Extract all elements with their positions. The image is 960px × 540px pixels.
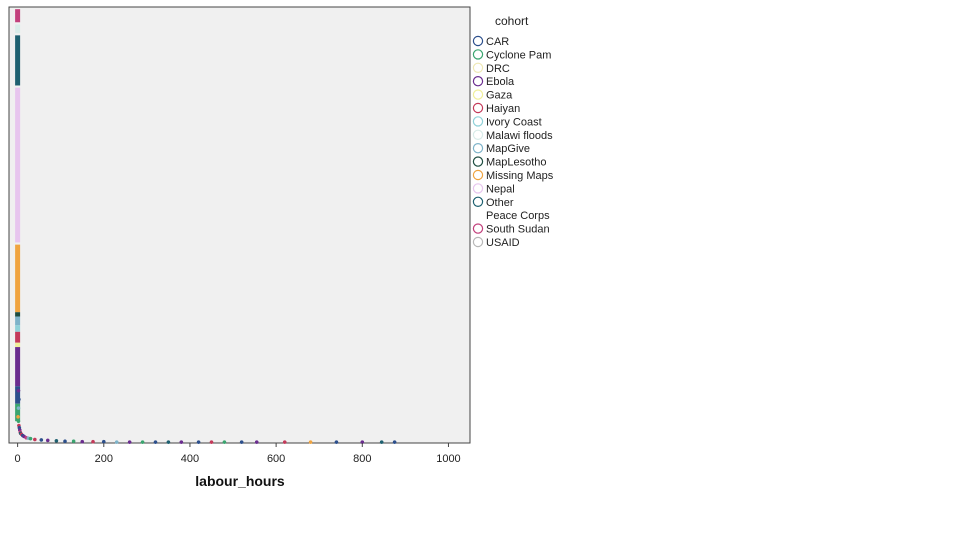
legend-label-13: Peace Corps	[486, 210, 550, 222]
series-band-9	[15, 342, 21, 348]
legend-label-3: Ebola	[486, 76, 515, 88]
legend-label-12: Other	[486, 197, 514, 209]
legend-marker-15	[472, 236, 484, 248]
data-point-26	[127, 440, 132, 444]
legend-label-4: Gaza	[486, 90, 513, 102]
legend-title: cohort	[495, 14, 529, 28]
series-band-11	[15, 386, 21, 404]
legend-marker-9	[472, 156, 484, 167]
legend-label-9: MapLesotho	[486, 157, 547, 169]
data-point-28	[153, 440, 158, 444]
legend-label-7: Malawi floods	[486, 130, 553, 142]
series-band-10	[15, 347, 21, 387]
data-point-2	[16, 406, 21, 410]
points-layer	[16, 388, 397, 444]
series-band-7	[15, 325, 21, 332]
data-point-18	[45, 438, 50, 443]
legend-marker-0	[472, 35, 484, 47]
x-tick-label-0: 0	[15, 453, 21, 465]
data-point-0	[16, 388, 21, 393]
x-tick-label-3: 600	[267, 453, 285, 465]
series-band-8	[15, 331, 21, 343]
data-point-16	[33, 437, 37, 442]
legend-marker-2	[472, 62, 484, 74]
series-band-1	[15, 24, 21, 34]
legend-marker-4	[472, 89, 484, 100]
x-tick-label-5: 1000	[436, 453, 460, 465]
x-axis-title: labour_hours	[195, 473, 285, 489]
series-band-0	[15, 9, 21, 23]
x-tick-label-2: 400	[181, 453, 199, 465]
series-layer	[15, 9, 21, 422]
plot-background	[8, 6, 471, 444]
data-point-36	[282, 440, 287, 444]
data-point-21	[71, 439, 76, 444]
data-point-35	[254, 440, 259, 444]
legend-label-8: MapGive	[486, 143, 530, 155]
legend-marker-14	[472, 223, 484, 234]
legend-marker-7	[472, 129, 484, 140]
legend-marker-6	[472, 116, 484, 127]
x-tick-label-1: 200	[95, 453, 113, 465]
series-band-12	[15, 403, 21, 422]
data-point-1	[17, 397, 21, 402]
series-band-4	[15, 244, 21, 313]
legend-marker-5	[472, 102, 484, 114]
data-point-23	[91, 439, 95, 444]
series-band-6	[15, 316, 21, 326]
data-point-40	[379, 440, 384, 444]
data-point-31	[196, 440, 201, 444]
legend-marker-1	[472, 49, 484, 60]
data-point-41	[392, 440, 397, 444]
data-point-24	[101, 439, 106, 444]
legend-marker-13	[472, 209, 484, 221]
series-band-5	[15, 312, 21, 317]
legend-label-15: USAID	[486, 237, 520, 249]
legend-label-10: Missing Maps	[486, 170, 554, 182]
legend-label-11: Nepal	[486, 183, 515, 195]
legend-label-1: Cyclone Pam	[486, 49, 551, 61]
data-point-22	[80, 439, 85, 444]
legend-label-0: CAR	[486, 36, 509, 48]
legend-marker-8	[472, 142, 484, 154]
data-point-15	[28, 436, 33, 441]
x-tick-label-4: 800	[353, 453, 371, 465]
data-point-33	[222, 440, 227, 444]
data-point-30	[179, 440, 184, 444]
data-point-3	[16, 414, 20, 419]
legend-label-14: South Sudan	[486, 224, 550, 236]
data-point-27	[140, 440, 145, 444]
x-axis: 0 200 400 600 800 1000	[15, 443, 461, 465]
legend-label-2: DRC	[486, 63, 510, 75]
data-point-19	[54, 438, 59, 443]
legend-marker-3	[472, 75, 484, 87]
data-point-29	[166, 440, 171, 444]
data-point-34	[239, 440, 244, 444]
data-point-38	[334, 440, 339, 444]
data-point-20	[63, 439, 67, 444]
data-point-17	[39, 438, 44, 442]
legend-marker-12	[472, 196, 484, 207]
data-point-37	[308, 440, 313, 444]
data-point-32	[209, 440, 214, 444]
data-point-25	[114, 440, 119, 444]
series-band-2	[15, 35, 21, 86]
data-point-4	[16, 419, 21, 424]
series-band-3	[15, 87, 21, 243]
legend-label-6: Ivory Coast	[486, 116, 542, 128]
legend-marker-11	[472, 183, 484, 194]
legend-marker-10	[472, 169, 484, 181]
legend-label-5: Haiyan	[486, 103, 520, 115]
